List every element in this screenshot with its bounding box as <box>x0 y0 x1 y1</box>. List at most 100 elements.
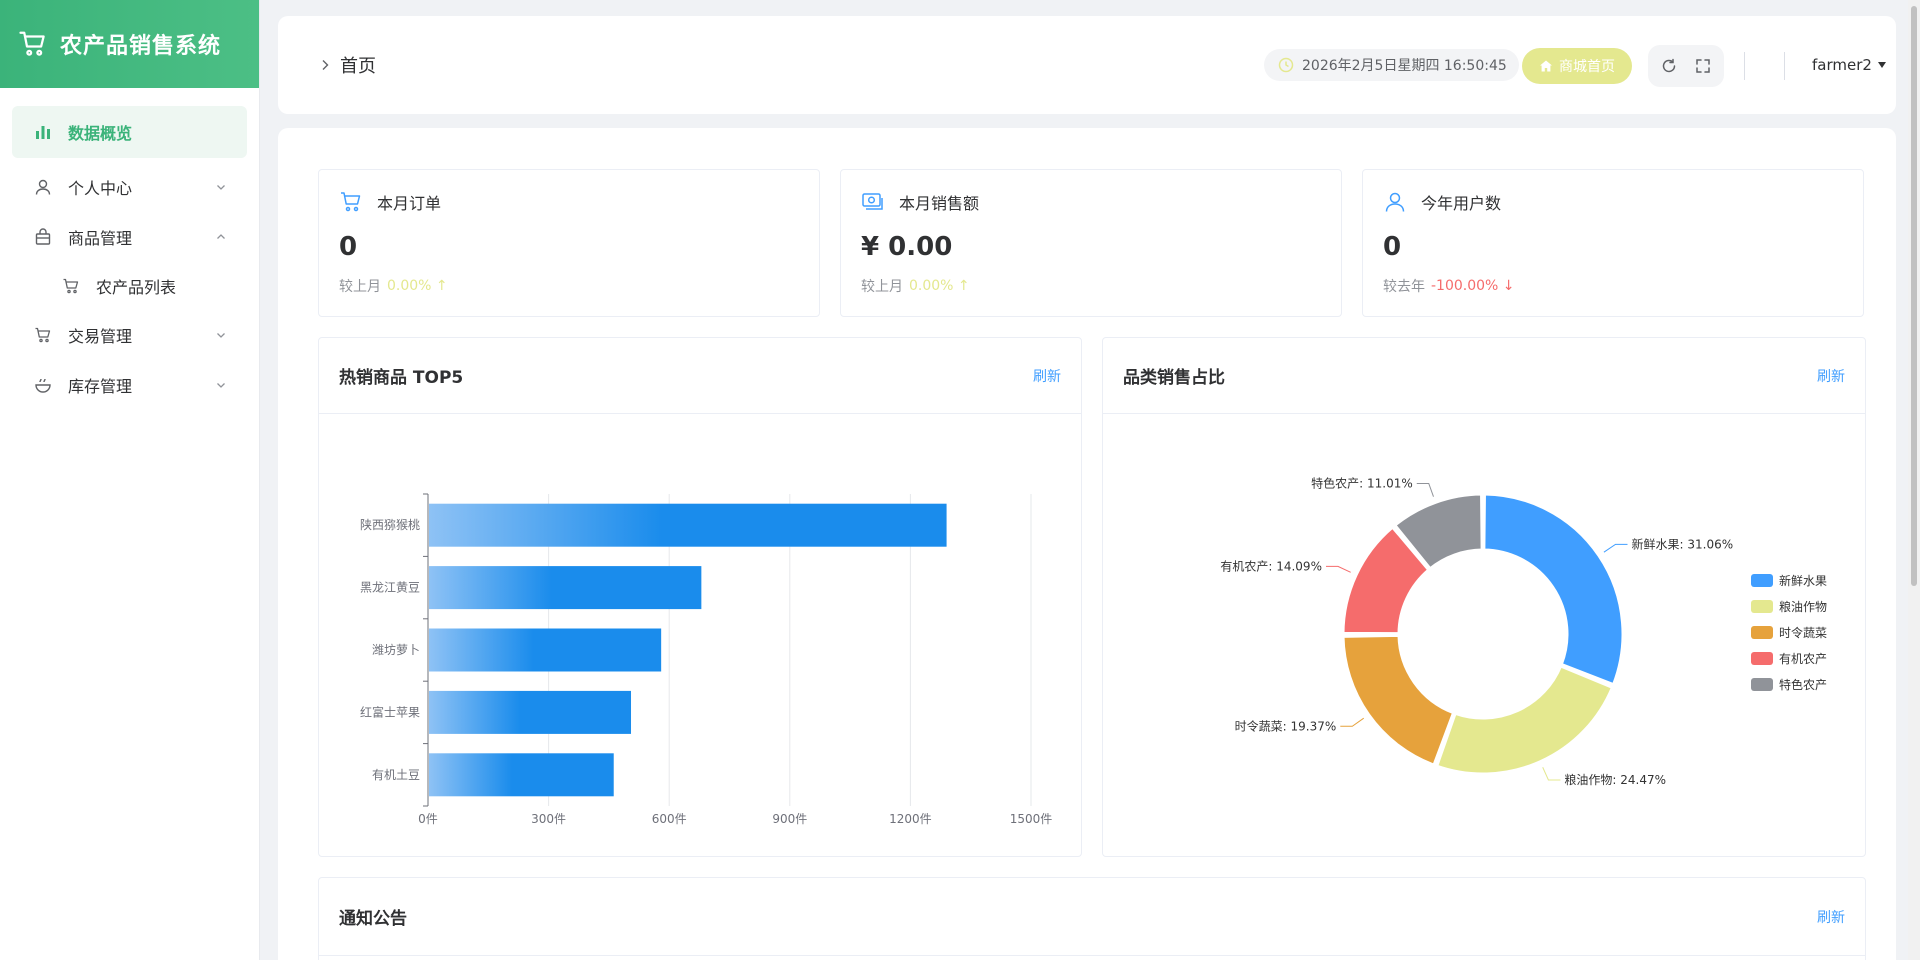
refresh-link[interactable]: 刷新 <box>1817 909 1845 926</box>
refresh-link[interactable]: 刷新 <box>1033 368 1061 385</box>
stat-card-orders: 本月订单 0 较上月 0.00% ↑ <box>318 169 820 317</box>
cart-icon <box>34 326 52 344</box>
bag-icon <box>34 228 52 246</box>
stat-compare-label: 较上月 <box>861 279 903 295</box>
refresh-icon[interactable] <box>1660 57 1678 75</box>
stat-card-sales: 本月销售额 ¥ 0.00 较上月 0.00% ↑ <box>840 169 1342 317</box>
legend-label: 特色农产 <box>1779 677 1827 692</box>
pie-slice <box>1435 664 1614 776</box>
stat-value: 0 <box>339 232 358 262</box>
x-tick-label: 900件 <box>772 812 807 826</box>
datetime-text: 2026年2月5日星期四 16:50:45 <box>1302 58 1507 74</box>
app-title: 农产品销售系统 <box>60 34 222 59</box>
sidebar-item-dashboard[interactable]: 数据概览 <box>12 106 247 158</box>
legend-swatch <box>1751 678 1773 691</box>
chevron-right-icon <box>322 60 329 70</box>
sidebar-item-label: 交易管理 <box>68 327 133 346</box>
slice-label: 时令蔬菜: 19.37% <box>1235 718 1337 733</box>
header-divider <box>1744 52 1745 80</box>
pie-slice <box>1482 492 1625 687</box>
y-tick-label: 潍坊萝卜 <box>372 642 420 657</box>
sidebar-item-label: 商品管理 <box>68 229 133 248</box>
stat-compare-value: -100.00% ↓ <box>1431 278 1515 294</box>
panel-title: 热销商品 TOP5 <box>339 368 464 388</box>
bar <box>429 628 662 672</box>
panel-title: 通知公告 <box>339 909 407 929</box>
stat-card-users: 今年用户数 0 较去年 -100.00% ↓ <box>1362 169 1864 317</box>
legend-label: 粮油作物 <box>1779 599 1827 614</box>
legend-swatch <box>1751 600 1773 613</box>
cart-icon <box>19 31 45 56</box>
bar-chart-icon <box>34 123 52 141</box>
sidebar-item-profile[interactable]: 个人中心 <box>0 162 259 212</box>
stat-value: 0 <box>1383 232 1402 262</box>
sidebar-item-label: 个人中心 <box>68 179 133 198</box>
slice-label: 有机农产: 14.09% <box>1220 559 1322 573</box>
panel-top5: 热销商品 TOP5 刷新 0件 300件 600件 900件 1200件 1500件 陕西猕… <box>318 337 1082 857</box>
top5-bar-chart: 0件 300件 600件 900件 1200件 1500件 陕西猕猴桃黑龙江黄豆潍坊萝卜红富… <box>360 493 1053 826</box>
user-menu[interactable]: farmer2 <box>1812 56 1886 74</box>
brand[interactable]: 农产品销售系统 <box>0 0 259 88</box>
bar <box>429 753 614 797</box>
legend-label: 新鲜水果 <box>1779 573 1827 588</box>
category-donut-chart: 新鲜水果: 31.06% 粮油作物: 24.47% 时令蔬菜: 19.37% 有机农产… <box>1220 475 1827 787</box>
caret-down-icon <box>1877 62 1886 68</box>
legend-label: 时令蔬菜 <box>1779 625 1827 640</box>
bowl-icon <box>34 376 52 394</box>
main-content: 本月订单 0 较上月 0.00% ↑ 本月销售额 ¥ 0.00 较上月 0.00… <box>278 128 1896 960</box>
breadcrumb-home[interactable]: 首页 <box>340 56 376 77</box>
x-tick-label: 1500件 <box>1010 812 1053 826</box>
sidebar-item-products[interactable]: 商品管理 <box>0 212 259 262</box>
chevron-up-icon <box>217 234 225 239</box>
chevron-down-icon <box>217 185 225 190</box>
pie-slice <box>1393 492 1484 571</box>
sidebar-item-inventory[interactable]: 库存管理 <box>0 360 259 410</box>
stat-title: 本月订单 <box>377 194 442 213</box>
x-tick-label: 1200件 <box>889 812 932 826</box>
sidebar-item-label: 库存管理 <box>68 377 133 396</box>
legend-label: 有机农产 <box>1779 652 1827 666</box>
money-icon <box>862 193 883 210</box>
panel-category: 品类销售占比 刷新 新鲜水果: 31.06% 粮油作物: 24.47% 时令蔬菜: … <box>1102 337 1866 857</box>
scrollbar-thumb[interactable] <box>1911 6 1917 586</box>
page-scrollbar[interactable] <box>1908 0 1920 960</box>
x-tick-label: 600件 <box>652 812 687 826</box>
label-leader-line <box>1416 482 1434 497</box>
stat-compare-label: 较去年 <box>1383 279 1425 295</box>
clock-icon <box>1278 57 1294 73</box>
y-tick-label: 有机土豆 <box>372 768 420 782</box>
x-tick-label: 0件 <box>418 812 438 826</box>
slice-label: 粮油作物: 24.47% <box>1564 772 1666 787</box>
username: farmer2 <box>1812 56 1872 74</box>
label-leader-line <box>1340 717 1365 727</box>
y-tick-label: 红富士苹果 <box>360 704 420 719</box>
sidebar-item-label: 农产品列表 <box>96 278 177 297</box>
label-leader-line <box>1542 767 1561 781</box>
x-tick-label: 300件 <box>531 812 566 826</box>
label-leader-line <box>1603 543 1628 553</box>
user-icon <box>34 178 52 196</box>
stat-value: ¥ 0.00 <box>861 232 953 262</box>
stat-title: 本月销售额 <box>899 194 980 213</box>
chevron-down-icon <box>217 333 225 338</box>
sidebar-item-transactions[interactable]: 交易管理 <box>0 310 259 360</box>
bar <box>429 503 947 547</box>
legend-swatch <box>1751 626 1773 639</box>
y-tick-label: 黑龙江黄豆 <box>360 581 420 595</box>
top-header: 首页 2026年2月5日星期四 16:50:45 商城首页 farmer2 <box>278 16 1896 114</box>
sidebar-item-product-list[interactable]: 农产品列表 <box>0 262 259 310</box>
legend-swatch <box>1751 652 1773 665</box>
user-icon <box>1385 192 1405 212</box>
stat-compare-value: 0.00% ↑ <box>909 278 970 294</box>
fullscreen-icon[interactable] <box>1694 57 1712 75</box>
bar <box>429 690 632 734</box>
shop-home-button[interactable]: 商城首页 <box>1522 48 1632 84</box>
panel-title: 品类销售占比 <box>1123 368 1225 388</box>
refresh-link[interactable]: 刷新 <box>1817 368 1845 385</box>
slice-label: 新鲜水果: 31.06% <box>1632 536 1734 551</box>
bar <box>429 566 702 610</box>
cart-icon <box>62 277 80 295</box>
y-tick-label: 陕西猕猴桃 <box>360 517 420 532</box>
datetime-display: 2026年2月5日星期四 16:50:45 <box>1264 49 1519 81</box>
legend-swatch <box>1751 574 1773 587</box>
